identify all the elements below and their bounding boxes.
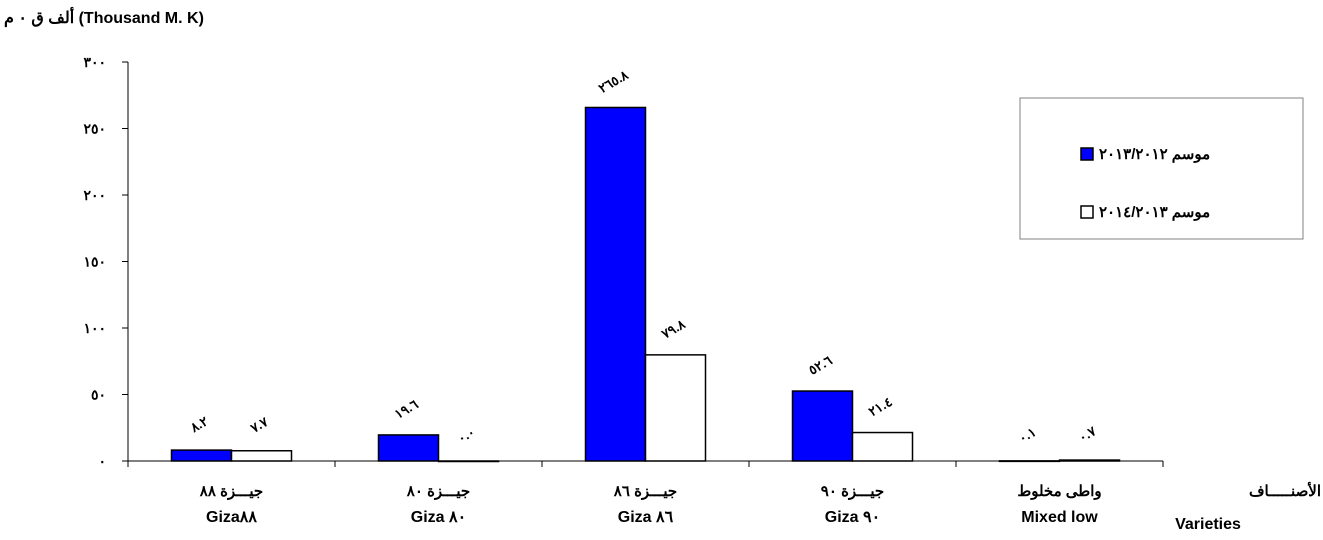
bar-series1-1 [377, 434, 440, 462]
data-label: ٧٩.٨ [658, 316, 689, 342]
bar-series1-2 [584, 106, 647, 462]
y-tick-label: ٣٠٠ [83, 54, 106, 70]
data-label: ٠.٧ [1076, 423, 1100, 445]
category-label-en: Giza٨٨ [206, 509, 257, 526]
bar-series2-4 [1058, 459, 1121, 462]
bar-series1-3 [791, 390, 854, 462]
legend-label: موسم ٢٠١٤/٢٠١٣ [1099, 204, 1210, 221]
data-label: ٢١.٤ [866, 394, 895, 419]
legend-box [1019, 97, 1304, 240]
y-tick-label: ١٠٠ [83, 320, 106, 336]
x-axis-title-en: Varieties [1175, 516, 1241, 533]
y-axis: ٠ ٥٠ ١٠٠ ١٥٠ ٢٠٠ ٢٥٠ ٣٠٠ [83, 54, 129, 469]
y-tick-label: ١٥٠ [83, 254, 106, 270]
data-label: ٧.٧ [247, 413, 271, 436]
unit-title: ألف ق ٠ م (Thousand M. K) [4, 6, 204, 28]
bar-series2-2 [644, 354, 707, 462]
category-label-ar: جيـــزة ٨٠ [406, 483, 470, 500]
data-label: ٨.٢ [187, 413, 211, 435]
legend-swatch [1080, 205, 1094, 219]
bar-series2-1 [437, 460, 500, 463]
bar-series1-0 [170, 449, 233, 462]
category-label-en: Giza ٨٦ [618, 509, 674, 526]
data-label: ١٩.٦ [392, 396, 421, 421]
bar-series2-3 [851, 431, 914, 462]
bars [170, 106, 1121, 463]
y-tick-label: ٥٠ [91, 387, 106, 403]
data-label: ٠.١ [1016, 424, 1039, 446]
category-label-en: Mixed low [1021, 509, 1098, 526]
category-label-ar: جيـــزة ٨٦ [613, 483, 677, 500]
category-label-ar: جيـــزة ٩٠ [821, 483, 884, 500]
data-label: ٥٢.٦ [806, 353, 835, 378]
category-label-ar: واطى مخلوط [1017, 483, 1101, 500]
y-tick-label: ٠ [98, 453, 106, 469]
category-label-en: Giza ٩٠ [825, 509, 880, 526]
data-label: ٢٦٥.٨ [596, 67, 632, 96]
category-label-en: Giza ٨٠ [411, 509, 466, 526]
x-axis-title-ar: الأصنـــــاف [1249, 481, 1321, 500]
data-label: ٠.٠ [455, 424, 478, 446]
bar-series1-4 [998, 460, 1061, 463]
category-labels: جيـــزة ٨٨ Giza٨٨ جيـــزة ٨٠ Giza ٨٠ جيـــزة… [199, 483, 1102, 526]
legend-label: موسم ٢٠١٣/٢٠١٢ [1099, 146, 1210, 163]
y-tick-label: ٢٥٠ [83, 121, 106, 137]
category-label-ar: جيـــزة ٨٨ [199, 483, 263, 500]
legend-swatch [1080, 147, 1094, 161]
legend: موسم ٢٠١٣/٢٠١٢ موسم ٢٠١٤/٢٠١٣ [1019, 97, 1304, 240]
bar-series2-0 [230, 450, 293, 462]
y-tick-label: ٢٠٠ [83, 187, 106, 203]
